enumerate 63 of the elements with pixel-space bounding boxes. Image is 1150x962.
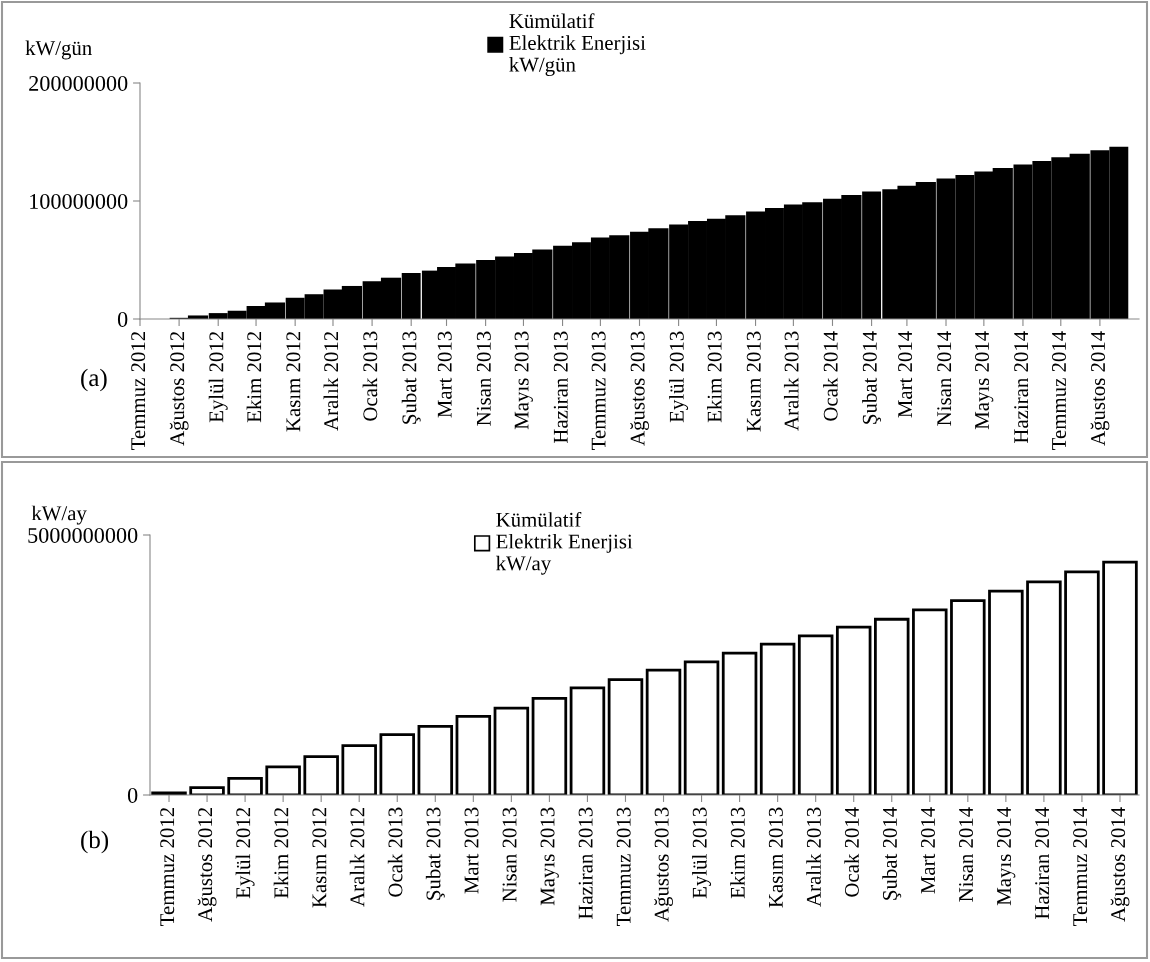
text: (b) <box>81 830 109 854</box>
x-tick-label: Haziran 2013 <box>553 331 568 444</box>
x-tick-label: Kasım 2012 <box>286 331 301 432</box>
x-tick-label: Nisan 2013 <box>502 807 517 902</box>
x-tick-label: Haziran 2013 <box>578 807 593 920</box>
x-tick-label: Aralık 2013 <box>783 331 799 431</box>
x-tick-label: Ağustos 2014 <box>1110 807 1130 922</box>
x-tick-label: Temmuz 2012 <box>160 807 175 926</box>
x-tick-label: Ağustos 2012 <box>169 331 189 446</box>
x-tick-label: Nisan 2013 <box>476 331 491 426</box>
x-tick-label: Temmuz 2013 <box>591 331 606 450</box>
text: (a) <box>81 368 107 392</box>
x-tick-label: Aralık 2012 <box>349 807 365 907</box>
y-tick-label: 0 <box>127 787 138 803</box>
y-tick-label: 100000000 <box>30 193 128 209</box>
x-tick-label: Ekim 2012 <box>246 331 262 423</box>
x-tick-label: Kasım 2012 <box>312 807 327 908</box>
y-tick-label: 5000000000 <box>28 527 138 543</box>
x-tick-label: Haziran 2014 <box>1035 807 1050 920</box>
x-tick-label: Ağustos 2012 <box>197 807 217 922</box>
x-tick-label: Mart 2014 <box>898 331 913 418</box>
x-tick-label: Eylül 2013 <box>669 331 689 423</box>
y-axis-title: kW/ay <box>31 505 87 525</box>
x-tick-label: Şubat 2013 <box>425 807 445 900</box>
x-tick-label: Haziran 2014 <box>1014 331 1029 444</box>
x-tick-label: Şubat 2014 <box>862 331 882 424</box>
x-tick-label: Temmuz 2012 <box>131 331 146 450</box>
x-tick-label: Mayıs 2013 <box>514 331 533 430</box>
x-tick-label: Temmuz 2014 <box>1073 807 1088 926</box>
x-tick-label: Ağustos 2013 <box>630 331 649 446</box>
x-tick-label: Mart 2013 <box>437 331 452 418</box>
x-tick-label: Mayıs 2013 <box>540 807 559 906</box>
legend-label: Kümülatif Elektrik Enerjisi kW/ay <box>496 511 633 575</box>
x-tick-label: Şubat 2013 <box>401 331 421 424</box>
x-tick-label: Kasım 2013 <box>768 807 783 908</box>
x-tick-label: Ekim 2012 <box>273 807 289 899</box>
x-tick-label: Şubat 2014 <box>882 807 902 900</box>
x-tick-label: Ağustos 2014 <box>1090 331 1110 446</box>
y-axis-title: kW/gün <box>25 40 92 60</box>
x-tick-label: Eylül 2013 <box>692 807 712 899</box>
x-tick-label: Ağustos 2013 <box>654 807 673 922</box>
x-tick-label: Nisan 2014 <box>958 807 974 902</box>
x-tick-label: Ekim 2013 <box>707 331 722 423</box>
x-tick-label: Mayıs 2014 <box>996 807 1016 906</box>
x-tick-label: Ocak 2013 <box>362 331 378 421</box>
x-tick-label: Aralık 2012 <box>323 331 339 431</box>
x-tick-label: Ocak 2014 <box>844 807 859 897</box>
x-tick-label: Eylül 2012 <box>208 331 228 423</box>
legend-label: Kümülatif Elektrik Enerjisi kW/gün <box>509 13 646 76</box>
x-tick-label: Mayıs 2014 <box>974 331 994 430</box>
x-tick-label: Ocak 2013 <box>387 807 403 897</box>
x-tick-label: Eylül 2012 <box>235 807 255 899</box>
y-tick-label: 0 <box>117 311 128 327</box>
x-tick-label: Nisan 2014 <box>937 331 952 426</box>
x-tick-label: Mart 2014 <box>920 807 935 894</box>
x-tick-label: Kasım 2013 <box>746 331 761 432</box>
x-tick-label: Temmuz 2014 <box>1051 331 1067 450</box>
x-tick-label: Mart 2013 <box>464 807 479 894</box>
x-tick-label: Aralık 2013 <box>806 807 821 907</box>
x-tick-label: Temmuz 2013 <box>616 807 631 926</box>
y-tick-label: 200000000 <box>29 75 128 91</box>
x-tick-label: Ekim 2013 <box>730 807 745 899</box>
x-tick-label: Ocak 2014 <box>823 331 838 421</box>
